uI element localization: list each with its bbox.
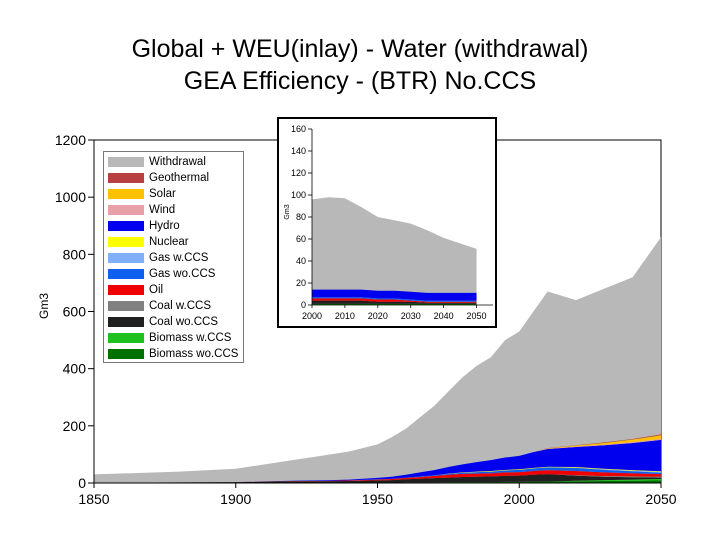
legend-swatch bbox=[108, 269, 144, 279]
legend-item-withdrawal: Withdrawal bbox=[108, 154, 243, 170]
main-y-tick-label: 1000 bbox=[55, 189, 86, 205]
inset-y-axis-label: Gm3 bbox=[284, 204, 291, 219]
legend-item-nuclear: Nuclear bbox=[108, 234, 243, 250]
legend-item-gas-w-ccs: Gas w.CCS bbox=[108, 250, 243, 266]
inset-y-tick-label: 120 bbox=[291, 168, 306, 178]
main-y-tick-label: 200 bbox=[63, 418, 87, 434]
inset-y-tick-label: 140 bbox=[291, 146, 306, 156]
inset-x-tick-label: 2030 bbox=[401, 311, 421, 321]
legend-item-gas-wo-ccs: Gas wo.CCS bbox=[108, 266, 243, 282]
main-x-tick-label: 2050 bbox=[645, 491, 676, 507]
legend-item-coal-w-ccs: Coal w.CCS bbox=[108, 298, 243, 314]
legend-label: Gas wo.CCS bbox=[149, 268, 216, 280]
legend-label: Wind bbox=[149, 204, 176, 216]
inset-area-hydro bbox=[312, 289, 477, 301]
legend-item-coal-wo-ccs: Coal wo.CCS bbox=[108, 314, 243, 330]
legend-item-hydro: Hydro bbox=[108, 218, 243, 234]
inset-area-oil bbox=[312, 298, 477, 303]
inset-y-tick-label: 40 bbox=[296, 256, 306, 266]
chart-title: Global + WEU(inlay) - Water (withdrawal)… bbox=[0, 33, 720, 97]
main-area-hydro bbox=[94, 439, 661, 483]
legend-label: Solar bbox=[149, 188, 176, 200]
legend-swatch bbox=[108, 301, 144, 311]
inset-y-tick-label: 0 bbox=[301, 300, 306, 310]
main-y-tick-label: 400 bbox=[63, 361, 87, 377]
legend-swatch bbox=[108, 253, 144, 263]
legend-item-solar: Solar bbox=[108, 186, 243, 202]
legend-item-biomass-wo-ccs: Biomass wo.CCS bbox=[108, 346, 243, 362]
legend-label: Coal wo.CCS bbox=[149, 316, 219, 328]
main-area-layers bbox=[94, 237, 661, 483]
legend-swatch bbox=[108, 285, 144, 295]
inset-y-tick-label: 20 bbox=[296, 278, 306, 288]
main-area-withdrawal bbox=[94, 237, 661, 483]
main-y-tick-label: 800 bbox=[63, 246, 87, 262]
legend: Withdrawal Geothermal Solar Wind Hydro Nuclea… bbox=[103, 151, 244, 363]
legend-label: Hydro bbox=[149, 220, 180, 232]
main-x-tick-label: 2000 bbox=[504, 491, 535, 507]
legend-swatch bbox=[108, 237, 144, 247]
chart-title-line1: Global + WEU(inlay) - Water (withdrawal) bbox=[131, 35, 589, 63]
inset-x-tick-label: 2020 bbox=[368, 311, 388, 321]
main-x-tick-label: 1850 bbox=[78, 491, 109, 507]
main-area-coal-wo-ccs bbox=[94, 474, 661, 483]
inset-chart-panel: 0 20 40 60 80 100 120 140 160 2000 2010 2020 2030 204… bbox=[277, 117, 497, 328]
legend-swatch bbox=[108, 173, 144, 183]
legend-label: Geothermal bbox=[149, 172, 210, 184]
main-y-axis-label: Gm3 bbox=[37, 293, 51, 319]
inset-area-layers bbox=[312, 197, 477, 305]
legend-item-wind: Wind bbox=[108, 202, 243, 218]
inset-y-tick-label: 100 bbox=[291, 190, 306, 200]
inset-x-tick-label: 2010 bbox=[335, 311, 355, 321]
legend-swatch bbox=[108, 221, 144, 231]
main-area-biomass-wo-ccs bbox=[94, 480, 661, 483]
legend-label: Withdrawal bbox=[149, 156, 206, 168]
inset-area-coal-wo-ccs bbox=[312, 300, 477, 304]
legend-label: Oil bbox=[149, 284, 164, 296]
main-x-tick-label: 1950 bbox=[362, 491, 393, 507]
main-area-gas-wo-ccs bbox=[94, 467, 661, 483]
main-area-oil bbox=[94, 470, 661, 483]
inset-y-tick-label: 160 bbox=[291, 124, 306, 134]
main-y-tick-label: 1200 bbox=[55, 132, 86, 148]
legend-item-geothermal: Geothermal bbox=[108, 170, 243, 186]
legend-item-oil: Oil bbox=[108, 282, 243, 298]
inset-x-tick-label: 2050 bbox=[467, 311, 487, 321]
legend-swatch bbox=[108, 333, 144, 343]
legend-swatch bbox=[108, 157, 144, 167]
legend-swatch bbox=[108, 349, 144, 359]
legend-item-biomass-w-ccs: Biomass w.CCS bbox=[108, 330, 243, 346]
inset-y-tick-label: 60 bbox=[296, 234, 306, 244]
legend-label: Biomass w.CCS bbox=[149, 332, 232, 344]
inset-y-tick-label: 80 bbox=[296, 212, 306, 222]
main-x-tick-label: 1900 bbox=[220, 491, 251, 507]
legend-swatch bbox=[108, 189, 144, 199]
inset-area-withdrawal bbox=[312, 197, 477, 305]
main-y-tick-label: 600 bbox=[63, 304, 87, 320]
legend-swatch bbox=[108, 317, 144, 327]
inset-x-tick-label: 2040 bbox=[434, 311, 454, 321]
legend-label: Coal w.CCS bbox=[149, 300, 211, 312]
legend-label: Gas w.CCS bbox=[149, 252, 209, 264]
inset-x-tick-label: 2000 bbox=[302, 311, 322, 321]
legend-label: Nuclear bbox=[149, 236, 189, 248]
legend-label: Biomass wo.CCS bbox=[149, 348, 239, 360]
legend-swatch bbox=[108, 205, 144, 215]
main-y-tick-label: 0 bbox=[78, 475, 86, 491]
chart-title-line2: GEA Efficiency - (BTR) No.CCS bbox=[183, 67, 537, 95]
